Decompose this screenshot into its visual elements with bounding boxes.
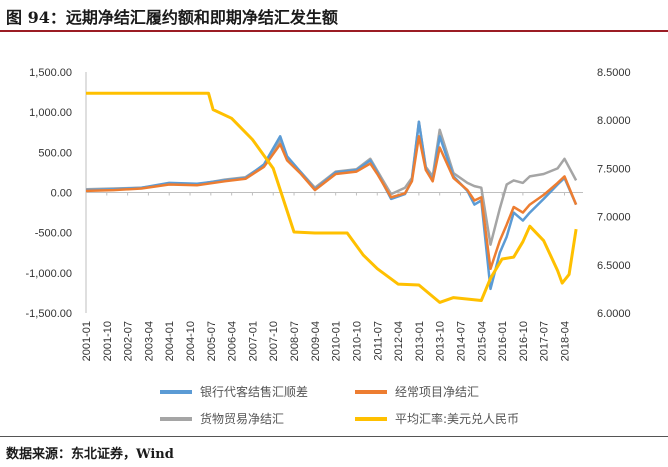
series-line-3 [85,120,578,246]
y-right-tick-label: 8.0000 [597,115,631,127]
series-line-1 [85,120,578,291]
y-left-tick-label: -1,500.00 [26,308,72,320]
x-tick-label: 2016-01 [497,321,509,361]
x-tick-label: 2011-07 [372,321,384,361]
figure-title: 图 94：远期净结汇履约额和即期净结汇发生额 [6,8,338,27]
series-line-2 [85,135,578,271]
y-right-tick-label: 6.5000 [597,260,631,272]
x-tick-label: 2013-10 [435,321,447,361]
x-tick-label: 2004-01 [164,321,176,361]
x-tick-label: 2016-10 [518,321,530,361]
y-left-tick-label: 0.00 [51,188,72,200]
legend-label: 平均汇率:美元兑人民币 [395,411,519,426]
y-left-tick-label: 1,000.00 [29,107,72,119]
x-tick-label: 2018-04 [560,321,572,361]
y-right-tick-label: 7.5000 [597,163,631,175]
y-right-tick-label: 6.0000 [597,308,631,320]
chart-axes: 1,500.00 1,000.00 500.00 0.00 -500.00 -1,000.… [26,67,631,361]
x-tick-label: 2006-04 [227,321,239,361]
x-tick-label: 2015-04 [476,321,488,361]
x-tick-label: 2001-10 [102,321,114,361]
y-right-tick-label: 8.5000 [597,67,631,79]
chart-series [85,91,578,304]
x-tick-label: 2007-10 [268,321,280,361]
legend-label: 货物贸易净结汇 [200,411,284,426]
title-rule [0,30,668,32]
y-left-tick-label: 1,500.00 [29,67,72,79]
x-tick-label: 2004-10 [185,321,197,361]
legend-label: 银行代客结售汇顺差 [200,384,308,399]
chart: 1,500.00 1,000.00 500.00 0.00 -500.00 -1,000.… [26,67,631,426]
x-tick-label: 2007-01 [247,321,259,361]
x-tick-label: 2002-07 [123,321,135,361]
y-left-tick-label: -500.00 [35,228,72,240]
y-left-tick-label: -1,000.00 [26,268,72,280]
x-tick-label: 2010-01 [331,321,343,361]
series-line-4 [86,91,578,304]
x-tick-label: 2010-10 [351,321,363,361]
source-rule [0,436,668,437]
x-tick-label: 2005-07 [206,321,218,361]
x-tick-label: 2008-07 [289,321,301,361]
x-tick-label: 2001-01 [81,321,93,361]
x-tick-label: 2014-07 [455,321,467,361]
y-left-tick-label: 500.00 [38,147,72,159]
y-right-tick-label: 7.0000 [597,212,631,224]
legend-label: 经常项目净结汇 [395,385,479,399]
x-tick-label: 2012-04 [393,321,405,361]
x-tick-label: 2009-04 [310,321,322,361]
figure-source: 数据来源：东北证券，Wind [6,447,174,462]
x-tick-label: 2013-01 [414,321,426,361]
x-tick-label: 2003-04 [143,321,155,361]
x-tick-label: 2017-07 [539,321,551,361]
